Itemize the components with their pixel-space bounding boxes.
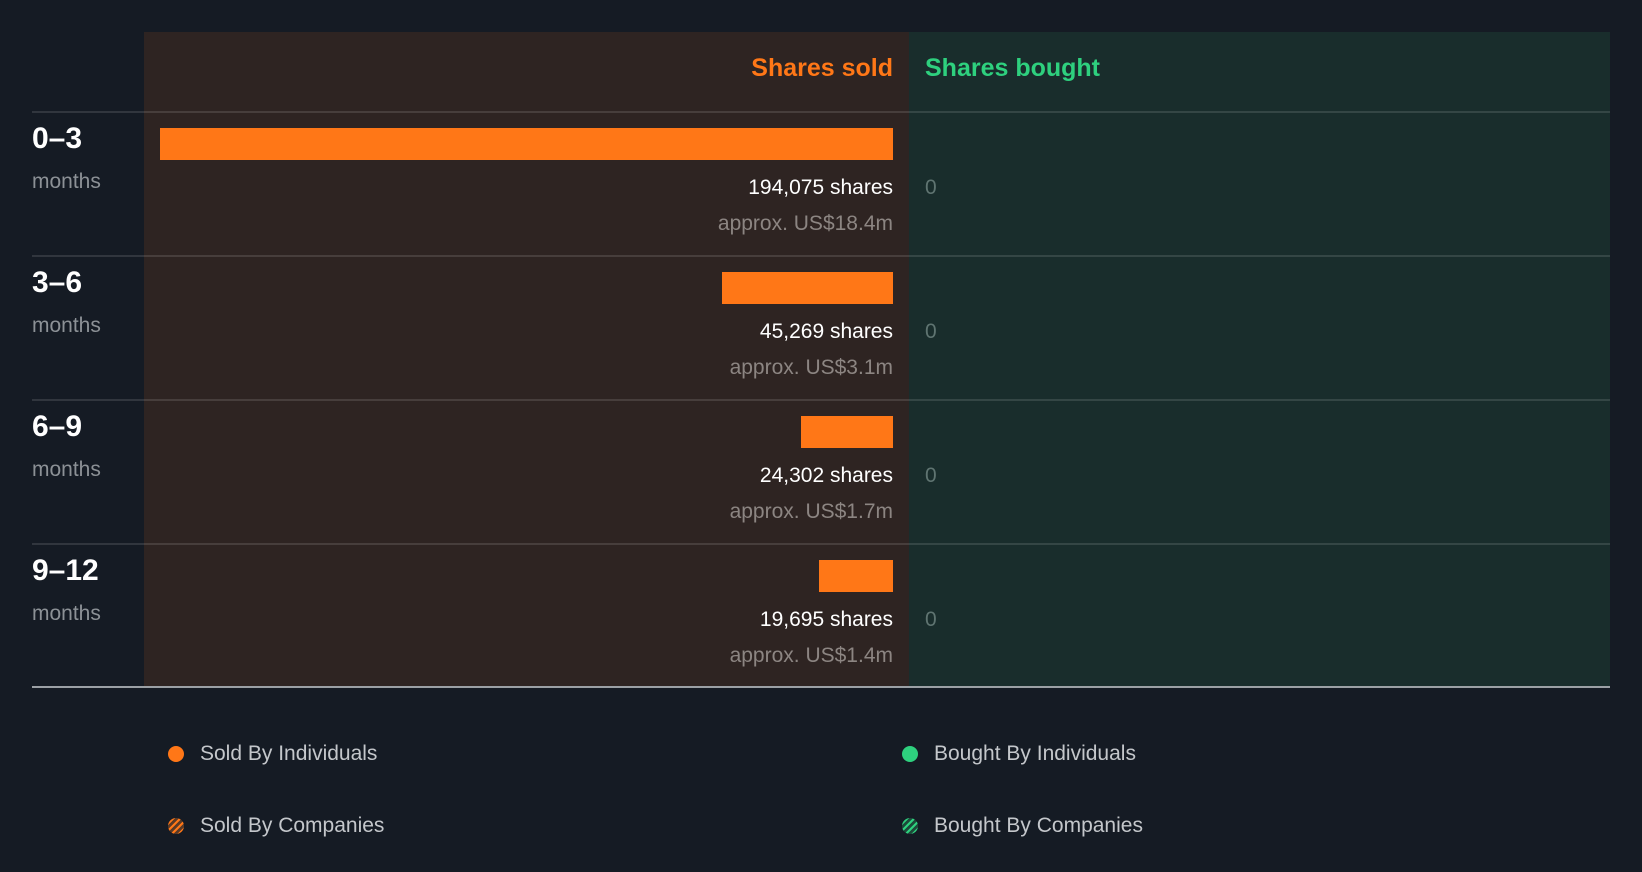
- period-label: 9–12: [32, 554, 99, 587]
- shares-sold-count: 194,075 shares: [748, 176, 893, 199]
- legend-label: Sold By Companies: [200, 814, 385, 837]
- shares-bought-count: 0: [925, 464, 937, 487]
- shares-sold-header: Shares sold: [751, 54, 893, 82]
- legend-sold-individuals[interactable]: Sold By Individuals: [168, 742, 377, 766]
- orange-dot-icon: [168, 746, 184, 762]
- row-divider: [32, 255, 1610, 257]
- period-label: 6–9: [32, 410, 83, 443]
- shares-sold-value: approx. US$3.1m: [729, 356, 893, 379]
- legend-sold-companies[interactable]: Sold By Companies: [168, 814, 384, 838]
- period-unit: months: [32, 170, 101, 193]
- sold-bar[interactable]: [801, 416, 893, 448]
- shares-bought-panel: [909, 32, 1610, 687]
- chart-baseline: [32, 686, 1610, 688]
- period-row: 6–9 months 24,302 shares approx. US$1.7m…: [0, 400, 1642, 544]
- orange-striped-dot-icon: [168, 818, 184, 834]
- row-divider: [32, 543, 1610, 545]
- green-dot-icon: [902, 746, 918, 762]
- shares-sold-value: approx. US$1.7m: [729, 500, 893, 523]
- shares-sold-count: 19,695 shares: [759, 608, 893, 631]
- row-divider: [32, 111, 1610, 113]
- period-unit: months: [32, 458, 101, 481]
- shares-sold-value: approx. US$18.4m: [717, 212, 893, 235]
- legend-label: Bought By Companies: [934, 814, 1143, 837]
- shares-sold-count: 45,269 shares: [759, 320, 893, 343]
- row-divider: [32, 399, 1610, 401]
- legend-bought-companies[interactable]: Bought By Companies: [902, 814, 1143, 838]
- shares-bought-count: 0: [925, 320, 937, 343]
- legend-label: Bought By Individuals: [934, 742, 1136, 765]
- period-row: 3–6 months 45,269 shares approx. US$3.1m…: [0, 256, 1642, 400]
- period-label: 0–3: [32, 122, 83, 155]
- period-unit: months: [32, 602, 101, 625]
- period-row: 9–12 months 19,695 shares approx. US$1.4…: [0, 544, 1642, 688]
- shares-bought-count: 0: [925, 176, 937, 199]
- shares-sold-count: 24,302 shares: [759, 464, 893, 487]
- legend-bought-individuals[interactable]: Bought By Individuals: [902, 742, 1136, 766]
- sold-bar[interactable]: [722, 272, 893, 304]
- period-row: 0–3 months 194,075 shares approx. US$18.…: [0, 112, 1642, 256]
- green-striped-dot-icon: [902, 818, 918, 834]
- period-label: 3–6: [32, 266, 83, 299]
- shares-bought-count: 0: [925, 608, 937, 631]
- sold-bar[interactable]: [819, 560, 893, 592]
- period-unit: months: [32, 314, 101, 337]
- sold-bar[interactable]: [160, 128, 893, 160]
- shares-bought-header: Shares bought: [925, 54, 1101, 82]
- legend-label: Sold By Individuals: [200, 742, 378, 765]
- shares-sold-value: approx. US$1.4m: [729, 644, 893, 667]
